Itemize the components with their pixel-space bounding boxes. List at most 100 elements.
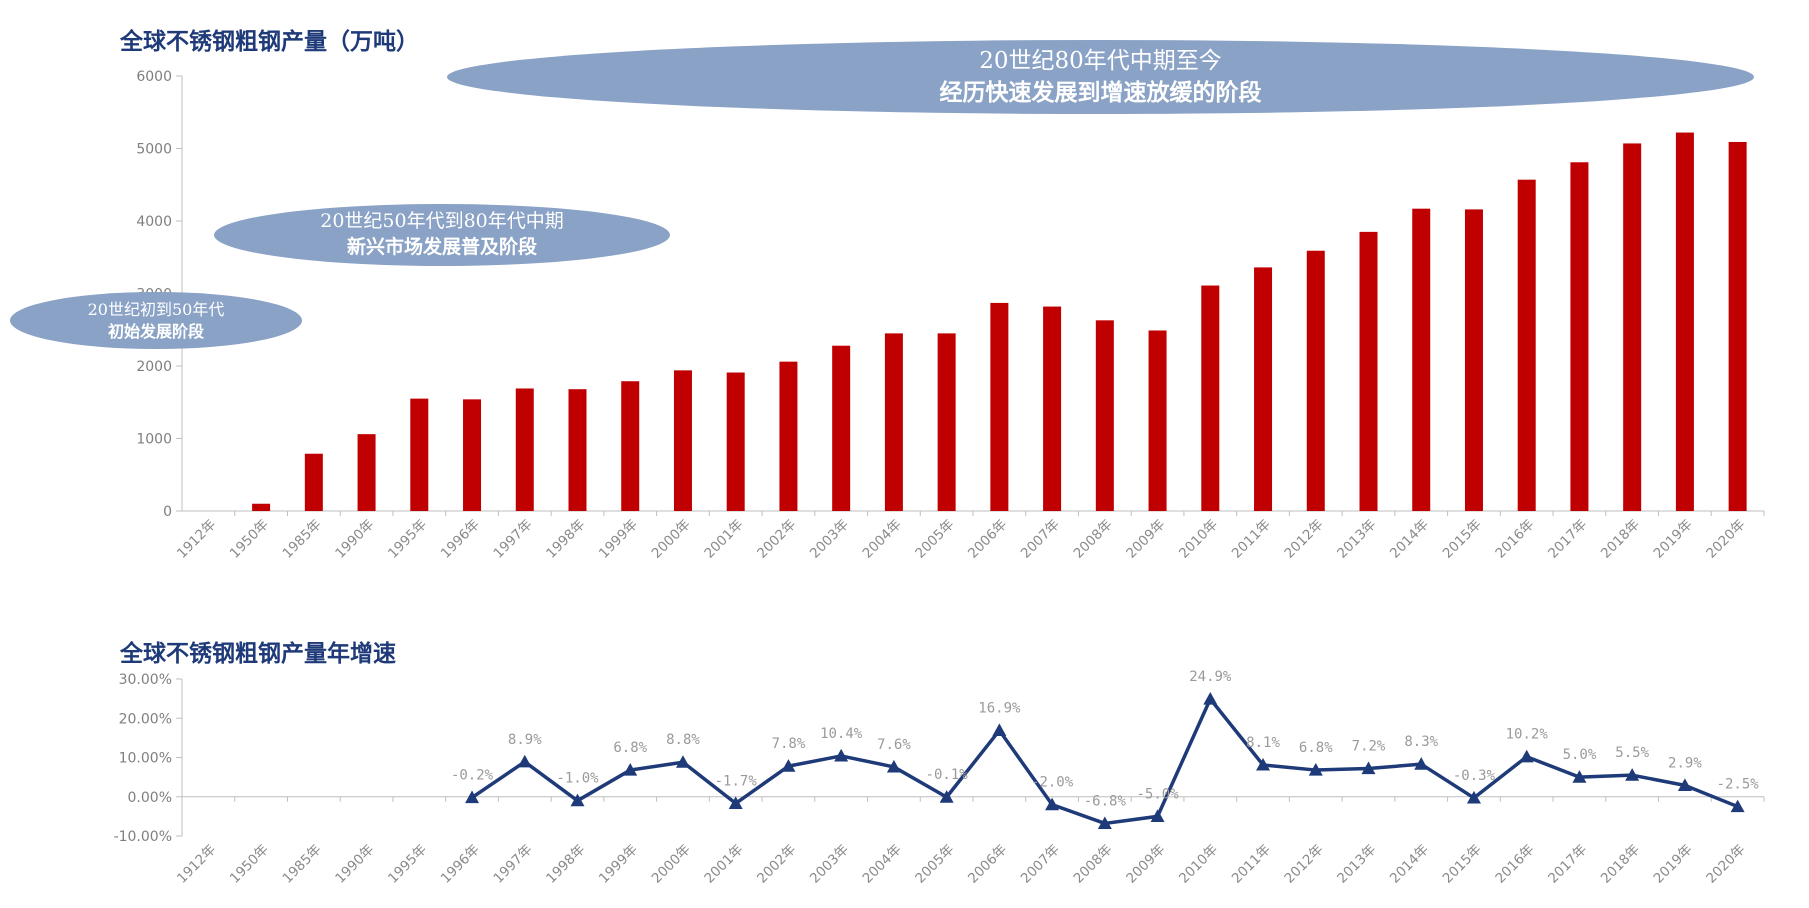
growth-data-label: 6.8% [1299, 740, 1333, 756]
line-x-tick-label: 1985年 [280, 842, 325, 887]
bar [1043, 306, 1062, 511]
line-x-tick-label: 1997年 [490, 842, 535, 887]
growth-data-label: 2.9% [1668, 755, 1702, 771]
line-y-tick-label: 10.00% [119, 751, 172, 767]
growth-marker [939, 790, 954, 803]
growth-marker [1045, 797, 1060, 811]
stage1-line1: 20世纪初到50年代 [87, 299, 225, 319]
bar [779, 361, 798, 511]
growth-chart-title: 全球不锈钢粗钢产量年增速 [120, 640, 396, 667]
line-x-tick-label: 2003年 [807, 842, 852, 887]
stage2-line1: 20世纪50年代到80年代中期 [320, 210, 564, 233]
bar-x-tick-label: 2017年 [1545, 517, 1590, 562]
production-chart-title: 全球不锈钢粗钢产量（万吨） [120, 28, 419, 55]
bar-x-tick-label: 2016年 [1492, 517, 1537, 562]
bar-x-tick-label: 2000年 [649, 517, 694, 562]
line-x-tick-label: 2004年 [860, 842, 905, 887]
bar [621, 381, 640, 511]
growth-marker [1150, 809, 1165, 822]
line-y-tick-label: 0.00% [128, 790, 172, 806]
growth-data-label: 24.9% [1189, 669, 1232, 685]
growth-data-label: -1.0% [556, 771, 599, 787]
line-x-tick-label: 1999年 [596, 842, 641, 887]
growth-marker [1414, 757, 1429, 770]
bar-x-tick-label: 2004年 [860, 517, 905, 562]
line-x-tick-label: 1998年 [543, 842, 588, 887]
growth-data-label: 8.3% [1404, 734, 1438, 750]
bar-x-tick-label: 2010年 [1176, 517, 1221, 562]
bar [884, 333, 903, 511]
line-x-tick-label: 2007年 [1018, 842, 1063, 887]
bar-x-tick-label: 2008年 [1071, 517, 1116, 562]
bar-x-tick-label: 2019年 [1651, 517, 1696, 562]
bar-x-tick-label: 2020年 [1703, 517, 1748, 562]
line-x-tick-label: 1912年 [174, 842, 219, 887]
growth-data-label: 16.9% [978, 700, 1021, 716]
bar [515, 388, 534, 511]
bar-x-tick-label: 1999年 [596, 517, 641, 562]
growth-data-label: 5.5% [1615, 745, 1649, 761]
growth-data-label: -0.3% [1453, 768, 1496, 784]
bar-x-tick-label: 2012年 [1281, 517, 1326, 562]
bar-y-tick-label: 4000 [136, 214, 172, 230]
bar [1254, 267, 1273, 511]
stage3-annotation: 20世纪80年代中期至今 经历快速发展到增速放缓的阶段 [447, 40, 1754, 114]
growth-marker [781, 759, 796, 772]
line-y-tick-label: -10.00% [114, 829, 172, 845]
growth-data-label: 10.2% [1506, 727, 1549, 743]
growth-marker [1519, 749, 1534, 763]
bar-x-tick-label: 1950年 [227, 517, 272, 562]
bar-x-tick-label: 1990年 [332, 517, 377, 562]
growth-marker [517, 754, 532, 768]
growth-marker [728, 796, 743, 810]
growth-data-label: 6.8% [613, 740, 647, 756]
line-x-tick-label: 2019年 [1651, 842, 1696, 887]
growth-data-label: -2.0% [1031, 775, 1074, 791]
line-x-tick-label: 2011年 [1229, 842, 1274, 887]
growth-marker [1203, 692, 1218, 705]
growth-data-label: 8.9% [508, 732, 542, 748]
bar-y-tick-label: 0 [163, 504, 172, 520]
bar [1412, 208, 1431, 512]
stage3-line2: 经历快速发展到增速放缓的阶段 [939, 79, 1262, 106]
bar [1728, 141, 1747, 511]
line-x-tick-label: 1995年 [385, 842, 430, 887]
growth-marker [1730, 799, 1745, 813]
bar-x-tick-label: 2011年 [1229, 517, 1274, 562]
growth-marker [1466, 790, 1481, 804]
line-x-tick-label: 2012年 [1281, 842, 1326, 887]
line-x-tick-label: 2014年 [1387, 842, 1432, 887]
bar [252, 503, 271, 511]
line-x-tick-label: 2009年 [1123, 842, 1168, 887]
line-x-tick-label: 2006年 [965, 842, 1010, 887]
bar-x-tick-label: 1912年 [174, 517, 219, 562]
line-x-tick-label: 2010年 [1176, 842, 1221, 887]
growth-data-label: -0.1% [926, 767, 969, 783]
growth-marker [570, 793, 585, 807]
bar-x-tick-label: 2003年 [807, 517, 852, 562]
bar-x-tick-label: 2018年 [1598, 517, 1643, 562]
growth-data-label: -1.7% [715, 773, 758, 789]
growth-marker [886, 759, 901, 773]
line-x-tick-label: 2017年 [1545, 842, 1590, 887]
growth-data-label: -0.2% [451, 768, 494, 784]
bar-x-tick-label: 2014年 [1387, 517, 1432, 562]
bar [463, 399, 482, 511]
line-x-tick-label: 2002年 [754, 842, 799, 887]
growth-marker [992, 723, 1007, 737]
growth-data-label: -5.0% [1136, 786, 1179, 802]
growth-marker [1097, 816, 1112, 830]
bar [832, 345, 851, 511]
bar [1359, 231, 1378, 511]
line-y-tick-label: 20.00% [119, 711, 172, 727]
bar [937, 333, 956, 511]
bar-x-tick-label: 2001年 [701, 517, 746, 562]
bar-y-tick-label: 2000 [136, 359, 172, 375]
line-x-tick-label: 2020年 [1703, 842, 1748, 887]
line-x-tick-label: 2008年 [1071, 842, 1116, 887]
bar-x-tick-label: 2006年 [965, 517, 1010, 562]
stage2-line2: 新兴市场发展普及阶段 [346, 236, 537, 258]
bar [1517, 179, 1536, 512]
line-x-tick-label: 2005年 [912, 842, 957, 887]
bar-y-tick-label: 5000 [136, 142, 172, 158]
